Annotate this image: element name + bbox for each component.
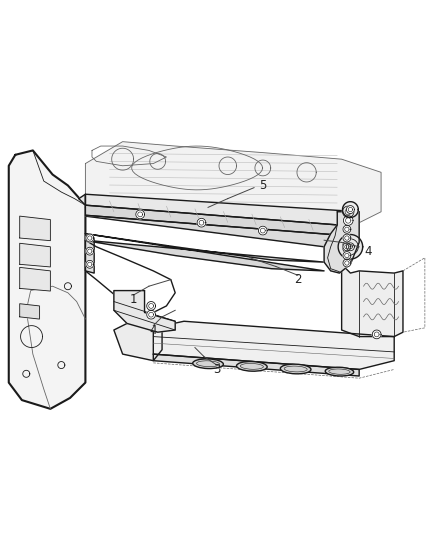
Polygon shape: [343, 243, 351, 251]
Text: 1: 1: [130, 293, 138, 306]
Text: 3: 3: [213, 363, 220, 376]
Polygon shape: [346, 206, 354, 214]
Polygon shape: [343, 234, 351, 242]
Ellipse shape: [193, 359, 223, 369]
Polygon shape: [136, 210, 145, 219]
Polygon shape: [372, 330, 381, 339]
Polygon shape: [114, 290, 175, 332]
Polygon shape: [85, 233, 324, 271]
Polygon shape: [258, 226, 267, 235]
Polygon shape: [153, 321, 394, 369]
Polygon shape: [147, 302, 155, 310]
Polygon shape: [85, 198, 331, 247]
Polygon shape: [343, 259, 351, 267]
Polygon shape: [114, 321, 162, 361]
Polygon shape: [85, 194, 337, 235]
Text: 4: 4: [149, 324, 157, 336]
Polygon shape: [86, 247, 94, 255]
Text: 5: 5: [259, 179, 266, 192]
Ellipse shape: [325, 367, 353, 376]
Polygon shape: [343, 225, 351, 233]
Polygon shape: [338, 235, 363, 259]
Polygon shape: [324, 212, 359, 273]
Polygon shape: [85, 142, 381, 225]
Polygon shape: [343, 206, 354, 217]
Polygon shape: [9, 150, 85, 409]
Ellipse shape: [237, 361, 267, 371]
Polygon shape: [85, 233, 94, 273]
Text: 4: 4: [364, 245, 372, 257]
Polygon shape: [20, 243, 50, 267]
Polygon shape: [147, 310, 155, 319]
Polygon shape: [197, 219, 206, 227]
Polygon shape: [79, 194, 359, 225]
Polygon shape: [346, 243, 354, 251]
Polygon shape: [20, 268, 50, 291]
Polygon shape: [20, 216, 50, 241]
Polygon shape: [153, 354, 359, 376]
Polygon shape: [86, 260, 94, 268]
Polygon shape: [342, 264, 403, 336]
Text: 2: 2: [294, 273, 302, 286]
Polygon shape: [343, 201, 358, 217]
Polygon shape: [20, 304, 39, 319]
Polygon shape: [343, 216, 353, 225]
Ellipse shape: [280, 364, 311, 374]
Polygon shape: [343, 252, 351, 260]
Polygon shape: [86, 234, 94, 242]
